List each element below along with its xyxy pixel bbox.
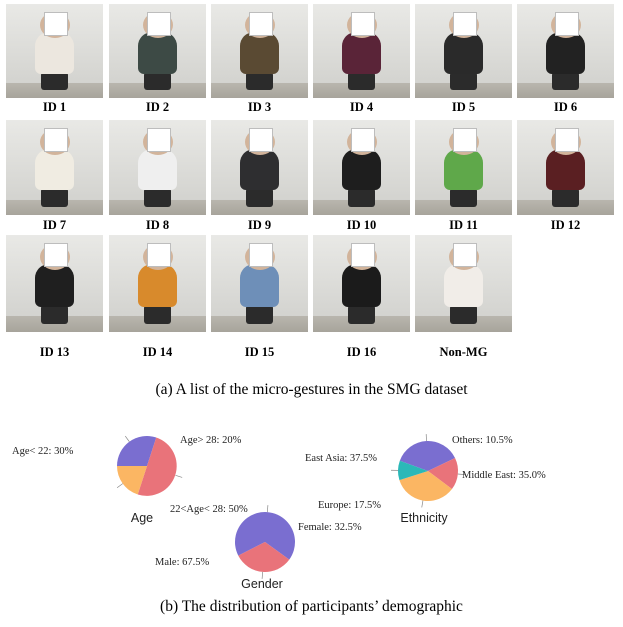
participant-photo (6, 235, 103, 332)
pie-slice (399, 440, 456, 471)
pie-slice (398, 460, 428, 481)
participant-id-label: ID 3 (247, 100, 272, 114)
participant-photo (211, 235, 308, 332)
pie-leader-line (124, 435, 130, 442)
face-mask-icon (43, 11, 68, 36)
face-mask-icon (554, 127, 579, 152)
face-mask-icon (554, 11, 579, 36)
face-mask-icon (350, 127, 375, 152)
pie-leader-line (261, 571, 263, 579)
pie-leader-line (267, 505, 269, 513)
participant-photo (415, 235, 512, 332)
pie-slice-label: 22<Age< 28: 50% (170, 504, 248, 515)
participant-photo (109, 120, 206, 215)
pie-leader-line (421, 500, 424, 508)
participant-id-label: Non-MG (439, 345, 488, 359)
pie-leader-line (175, 474, 183, 478)
pie-slice-label: Male: 67.5% (155, 557, 209, 568)
participant-id-label: ID 13 (39, 345, 70, 359)
participant-photo (211, 120, 308, 215)
participant-photo (517, 4, 614, 98)
participant-photo (415, 4, 512, 98)
participant-id-label: ID 1 (42, 100, 67, 114)
pie-slice-label: Europe: 17.5% (318, 500, 381, 511)
face-mask-icon (350, 11, 375, 36)
participant-id-label: ID 7 (42, 218, 67, 232)
figure-a-caption: (a) A list of the micro-gestures in the … (155, 381, 468, 398)
participant-photo (109, 4, 206, 98)
pie-slice (137, 437, 177, 496)
pie-slice-label: Female: 32.5% (298, 522, 362, 533)
pie-slice-label: East Asia: 37.5% (305, 453, 377, 464)
participant-id-label: ID 15 (244, 345, 275, 359)
pie-slice-label: Age> 28: 20% (180, 435, 242, 446)
participant-id-label: ID 5 (451, 100, 476, 114)
face-mask-icon (146, 11, 171, 36)
participant-id-label: ID 14 (142, 345, 173, 359)
participant-id-label: ID 8 (145, 218, 170, 232)
participant-photo (313, 120, 410, 215)
face-mask-icon (146, 127, 171, 152)
figure-b-caption: (b) The distribution of participants’ de… (160, 598, 463, 615)
pie-slice (234, 511, 295, 560)
participant-photo (313, 4, 410, 98)
participant-photo (517, 120, 614, 215)
participant-id-label: ID 10 (346, 218, 377, 232)
pie-slice (117, 436, 157, 466)
face-mask-icon (452, 242, 477, 267)
pie-slice (238, 542, 290, 572)
participant-photo (109, 235, 206, 332)
pie-leader-line (457, 473, 465, 476)
face-mask-icon (350, 242, 375, 267)
pie-slice-label: Others: 10.5% (452, 435, 513, 446)
participant-id-label: ID 6 (553, 100, 578, 114)
participant-id-label: ID 2 (145, 100, 170, 114)
face-mask-icon (248, 242, 273, 267)
participant-id-label: ID 4 (349, 100, 374, 114)
participant-photo (211, 4, 308, 98)
face-mask-icon (43, 242, 68, 267)
pie-slice (428, 458, 458, 490)
face-mask-icon (146, 242, 171, 267)
pie-leader-line (116, 483, 123, 489)
pie-chart-title: Gender (241, 577, 283, 591)
participant-photo (6, 120, 103, 215)
pie-chart-title: Age (131, 511, 153, 525)
participant-id-label: ID 11 (449, 218, 478, 232)
face-mask-icon (248, 127, 273, 152)
face-mask-icon (43, 127, 68, 152)
pie-slice (399, 471, 452, 501)
pie-slice (117, 466, 147, 495)
participant-photo (6, 4, 103, 98)
pie-chart-title: Ethnicity (400, 511, 448, 525)
pie-slice-label: Middle East: 35.0% (462, 470, 546, 481)
demographic-pie-charts: Age< 22: 30% 22<Age< 28: 50% Age> 28: 20% A… (12, 434, 546, 591)
face-mask-icon (452, 127, 477, 152)
participant-id-label: ID 9 (247, 218, 272, 232)
pie-slice-label: Age< 22: 30% (12, 446, 74, 457)
participant-id-label: ID 16 (346, 345, 377, 359)
participant-photo (313, 235, 410, 332)
face-mask-icon (248, 11, 273, 36)
face-mask-icon (452, 11, 477, 36)
participant-photo (415, 120, 512, 215)
participant-id-label: ID 12 (550, 218, 581, 232)
